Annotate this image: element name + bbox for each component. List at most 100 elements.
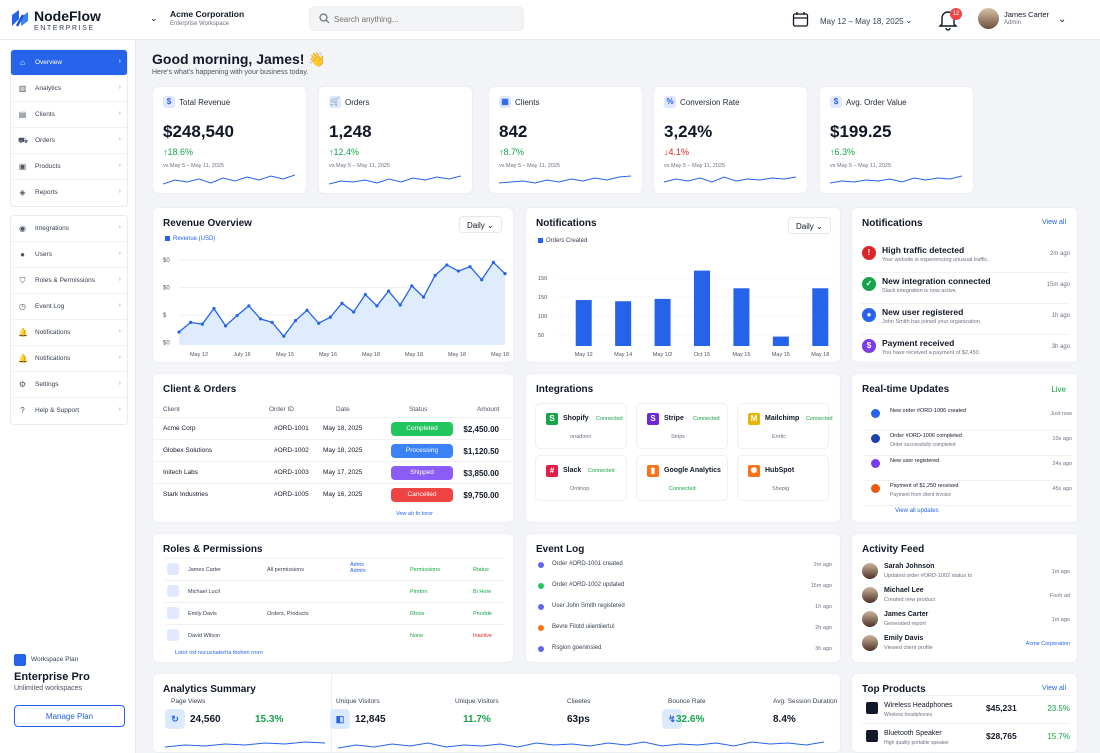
sidebar-item-clients[interactable]: ▤ Clients ›	[11, 102, 127, 128]
analytics-title: Analytics Summary	[163, 684, 256, 695]
notification-status-icon: !	[862, 246, 876, 260]
kpi-change: ↑12.4%	[329, 147, 359, 157]
kpi-change-value: 8.7%	[503, 147, 525, 157]
sidebar-item-users[interactable]: ● Users ›	[11, 242, 127, 268]
sidebar-item-analytics[interactable]: ▥ Analytics ›	[11, 76, 127, 102]
integration-tile-slack[interactable]: # Slack Connected Ontinop	[535, 455, 627, 501]
kpi-card-clients[interactable]: ▦ Clients 842 ↑8.7% vs May 5 – May 11, 2025	[488, 86, 643, 194]
search-input[interactable]	[334, 11, 519, 27]
kpi-card-orders[interactable]: 🛒 Orders 1,248 ↑12.4% vs May 5 – May 11, 202…	[318, 86, 473, 194]
notification-item[interactable]: ! High traffic detected Your website is ex…	[860, 243, 1070, 273]
notifications-view-all-link[interactable]: View all	[1042, 219, 1066, 226]
event-dot-icon	[538, 604, 544, 610]
notification-item[interactable]: ✓ New integration connected Slack integrat…	[860, 274, 1070, 304]
role-row[interactable]: David Wilson None Inactive	[165, 624, 505, 646]
kpi-card-conversion-rate[interactable]: % Conversion Rate 3,24% ↓4.1% vs May 5 – May…	[653, 86, 808, 194]
sidebar-item-settings[interactable]: ⚙ Settings ›	[11, 372, 127, 398]
orders-bar	[733, 288, 750, 346]
product-row[interactable]: Bluetooth Speaker High quality portable s…	[862, 723, 1070, 751]
revenue-point	[328, 315, 332, 319]
kpi-value: 842	[499, 122, 528, 141]
kpi-card-total-revenue[interactable]: $ Total Revenue $248,540 ↑18.6% vs May 5 – M…	[152, 86, 307, 194]
activity-item[interactable]: Emily Davis Viewed client profile Acme Cor…	[862, 635, 1070, 658]
sidebar-group-admin: ◉ Integrations › ● Users › ⛉ Roles & Permission…	[10, 215, 128, 425]
sidebar-item-notifications[interactable]: 🔔 Notifications ›	[11, 346, 127, 372]
revenue-point	[456, 269, 461, 273]
notification-item[interactable]: ● New user registered John Smith has joine…	[860, 305, 1070, 335]
product-growth: 23.5%	[1047, 704, 1070, 713]
table-row[interactable]: Globex Solutions #ORD-1002 May 18, 2025 Pro…	[153, 439, 513, 461]
analytics-metric-label: Bounce Rate	[668, 698, 706, 705]
integration-tile-stripe[interactable]: S Stripe Connected Strips	[636, 403, 728, 449]
role-label: Adms Admin	[350, 562, 366, 574]
realtime-item: New user registered 24s ago	[864, 455, 1072, 481]
workspace-chevron-icon[interactable]: ⌄	[150, 13, 158, 23]
sidebar-item-overview[interactable]: ⌂ Overview ›	[11, 50, 127, 76]
revenue-legend-label: Revenue (USD)	[173, 236, 216, 243]
notification-status-icon: $	[862, 339, 876, 353]
activity-item[interactable]: Michael Lee Created new product Fooh ad	[862, 587, 1070, 610]
kpi-period: vs May 5 – May 11, 2025	[499, 163, 561, 169]
activity-name: James Carter	[884, 611, 929, 618]
sidebar-item-event-log[interactable]: ◷ Event Log ›	[11, 294, 127, 320]
table-row[interactable]: Acme Corp #ORD-1001 May 18, 2025 Completed $…	[153, 417, 513, 439]
roles-footer-link[interactable]: Lotor oxt nocucnaterha tbohen rrorn	[175, 650, 263, 656]
realtime-text: New order #ORD-1006 created	[890, 408, 967, 414]
activity-item[interactable]: James Carter Generated report 1m ago	[862, 611, 1070, 634]
integration-tile-mailchimp[interactable]: M Mailchimp Connected Enrtlc	[737, 403, 833, 449]
activity-item[interactable]: Sarah Johnson Updated order #ORD-1002 sta…	[862, 563, 1070, 586]
role-status: Pnodde	[473, 611, 492, 617]
product-sub: Wireless headphones	[884, 712, 933, 718]
view-all-updates-link[interactable]: View all updates	[895, 508, 939, 514]
calendar-icon[interactable]	[792, 11, 809, 28]
orders-bar	[772, 336, 789, 346]
realtime-title: Real-time Updates	[862, 384, 950, 395]
sidebar-item-reports[interactable]: ◈ Reports ›	[11, 180, 127, 206]
date-range[interactable]: May 12 – May 18, 2025	[820, 17, 904, 26]
notification-item[interactable]: $ Payment received You have received a pay…	[860, 336, 1070, 366]
notification-title: New integration connected	[882, 276, 991, 286]
avatar	[862, 611, 878, 627]
chevron-right-icon: ›	[118, 250, 121, 257]
manage-plan-button[interactable]: Manage Plan	[14, 705, 125, 727]
sidebar-item-orders[interactable]: ⛟ Orders ›	[11, 128, 127, 154]
user-avatar[interactable]	[978, 8, 999, 29]
kpi-change: ↑6.3%	[830, 147, 855, 157]
arrow-up-icon: ↑	[163, 147, 168, 157]
integration-tile-google-analytics[interactable]: ▮ Google Analytics Connected	[636, 455, 728, 501]
kpi-icon: ▦	[499, 96, 511, 108]
role-row[interactable]: James Carter All permissions Adms Admin Per…	[165, 558, 505, 580]
revenue-period-dropdown[interactable]: Daily ⌄	[459, 216, 502, 233]
role-permissions: Orders, Products	[267, 611, 309, 617]
search-box[interactable]	[309, 6, 524, 31]
integration-tile-hubspot[interactable]: ✺ HubSpot Shepig	[737, 455, 829, 501]
sparkline-path	[499, 175, 631, 184]
orders-period-dropdown[interactable]: Daily ⌄	[788, 217, 831, 234]
kpi-card-avg-order-value[interactable]: $ Avg. Order Value $199.25 ↑6.3% vs May 5 – …	[819, 86, 974, 194]
workspace-name[interactable]: Acme Corporation	[170, 9, 245, 19]
sidebar-item-integrations[interactable]: ◉ Integrations ›	[11, 216, 127, 242]
plan-kicker: Workspace Plan	[31, 656, 79, 663]
notification-title: New user registered	[882, 307, 964, 317]
product-row[interactable]: Wireless Headphones Wireless headphones $4…	[862, 695, 1070, 723]
user-role-icon	[167, 563, 179, 575]
sidebar-item-products[interactable]: ▣ Products ›	[11, 154, 127, 180]
user-menu-chevron-icon[interactable]: ⌄	[1058, 14, 1067, 25]
table-row[interactable]: Stark Industries #ORD-1005 May 16, 2025 Can…	[153, 483, 513, 505]
realtime-item: Order #ORD-1006 completed Order successfu…	[864, 430, 1072, 456]
role-row[interactable]: Michael Lucil Pinrtnn Bi Hore	[165, 580, 505, 602]
view-all-orders-link[interactable]: Vew ah fo toror	[396, 511, 433, 517]
analytics-summary-card: Analytics Summary Page Views ↻ 24,560 15.3%…	[152, 673, 841, 753]
integration-logo-icon: #	[546, 465, 558, 477]
date-chevron-icon[interactable]: ⌄	[905, 15, 913, 25]
top-products-view-all-link[interactable]: View all	[1042, 685, 1066, 692]
sidebar-item-roles-permissions[interactable]: ⛉ Roles & Permissions ›	[11, 268, 127, 294]
event-time: 15m ago	[810, 583, 832, 589]
sidebar-item-notifications[interactable]: 🔔 Notifications ›	[11, 320, 127, 346]
sidebar-item-help-support[interactable]: ? Help & Support ›	[11, 398, 127, 424]
user-name[interactable]: James Carter	[1004, 10, 1050, 19]
role-row[interactable]: Emily Davis Orders, Products Rtrois Pnodde	[165, 602, 505, 624]
table-row[interactable]: Initech Labs #ORD-1003 May 17, 2025 Shipped…	[153, 461, 513, 483]
integration-tile-shopify[interactable]: S Shopify Connected onadonn	[535, 403, 627, 449]
product-thumbnail	[866, 702, 878, 714]
